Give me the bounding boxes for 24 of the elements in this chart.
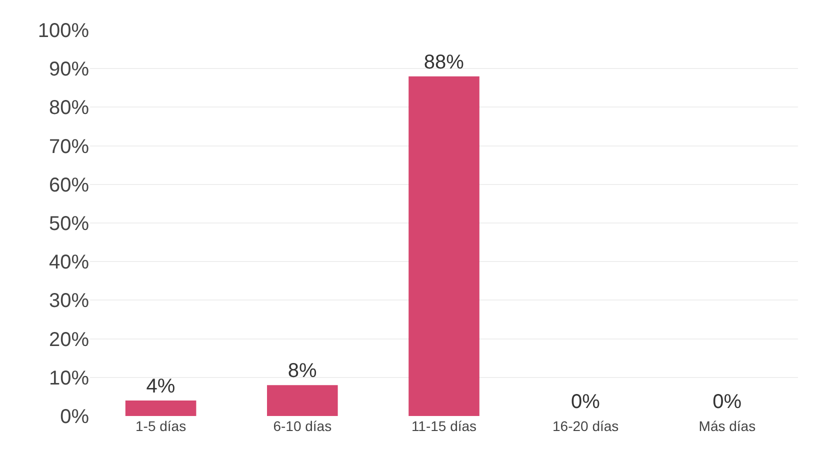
bar: [125, 400, 196, 416]
data-label: 8%: [288, 360, 317, 382]
y-tick-label: 20%: [48, 328, 90, 351]
data-label: 0%: [712, 391, 742, 413]
data-label: 4%: [146, 376, 176, 398]
data-label: 0%: [571, 391, 600, 413]
x-tick-label: Más días: [698, 418, 756, 434]
bar: [408, 76, 480, 416]
y-tick-label: 10%: [48, 367, 90, 390]
y-tick-label: 60%: [48, 174, 90, 196]
bar: [267, 385, 338, 416]
x-tick-label: 11-15 días: [411, 418, 477, 434]
y-tick-label: 100%: [38, 20, 90, 42]
y-tick-label: 40%: [48, 252, 90, 274]
data-label: 88%: [424, 51, 464, 74]
y-tick-label: 30%: [48, 290, 90, 312]
x-tick-label: 6-10 días: [273, 418, 332, 434]
x-tick-label: 16-20 días: [552, 418, 619, 434]
y-tick-label: 50%: [48, 213, 90, 235]
y-tick-label: 70%: [48, 136, 90, 158]
y-tick-label: 90%: [48, 58, 90, 81]
y-tick-label: 80%: [48, 97, 90, 120]
x-tick-label: 1-5 días: [136, 418, 186, 434]
y-tick-label: 0%: [60, 406, 90, 428]
